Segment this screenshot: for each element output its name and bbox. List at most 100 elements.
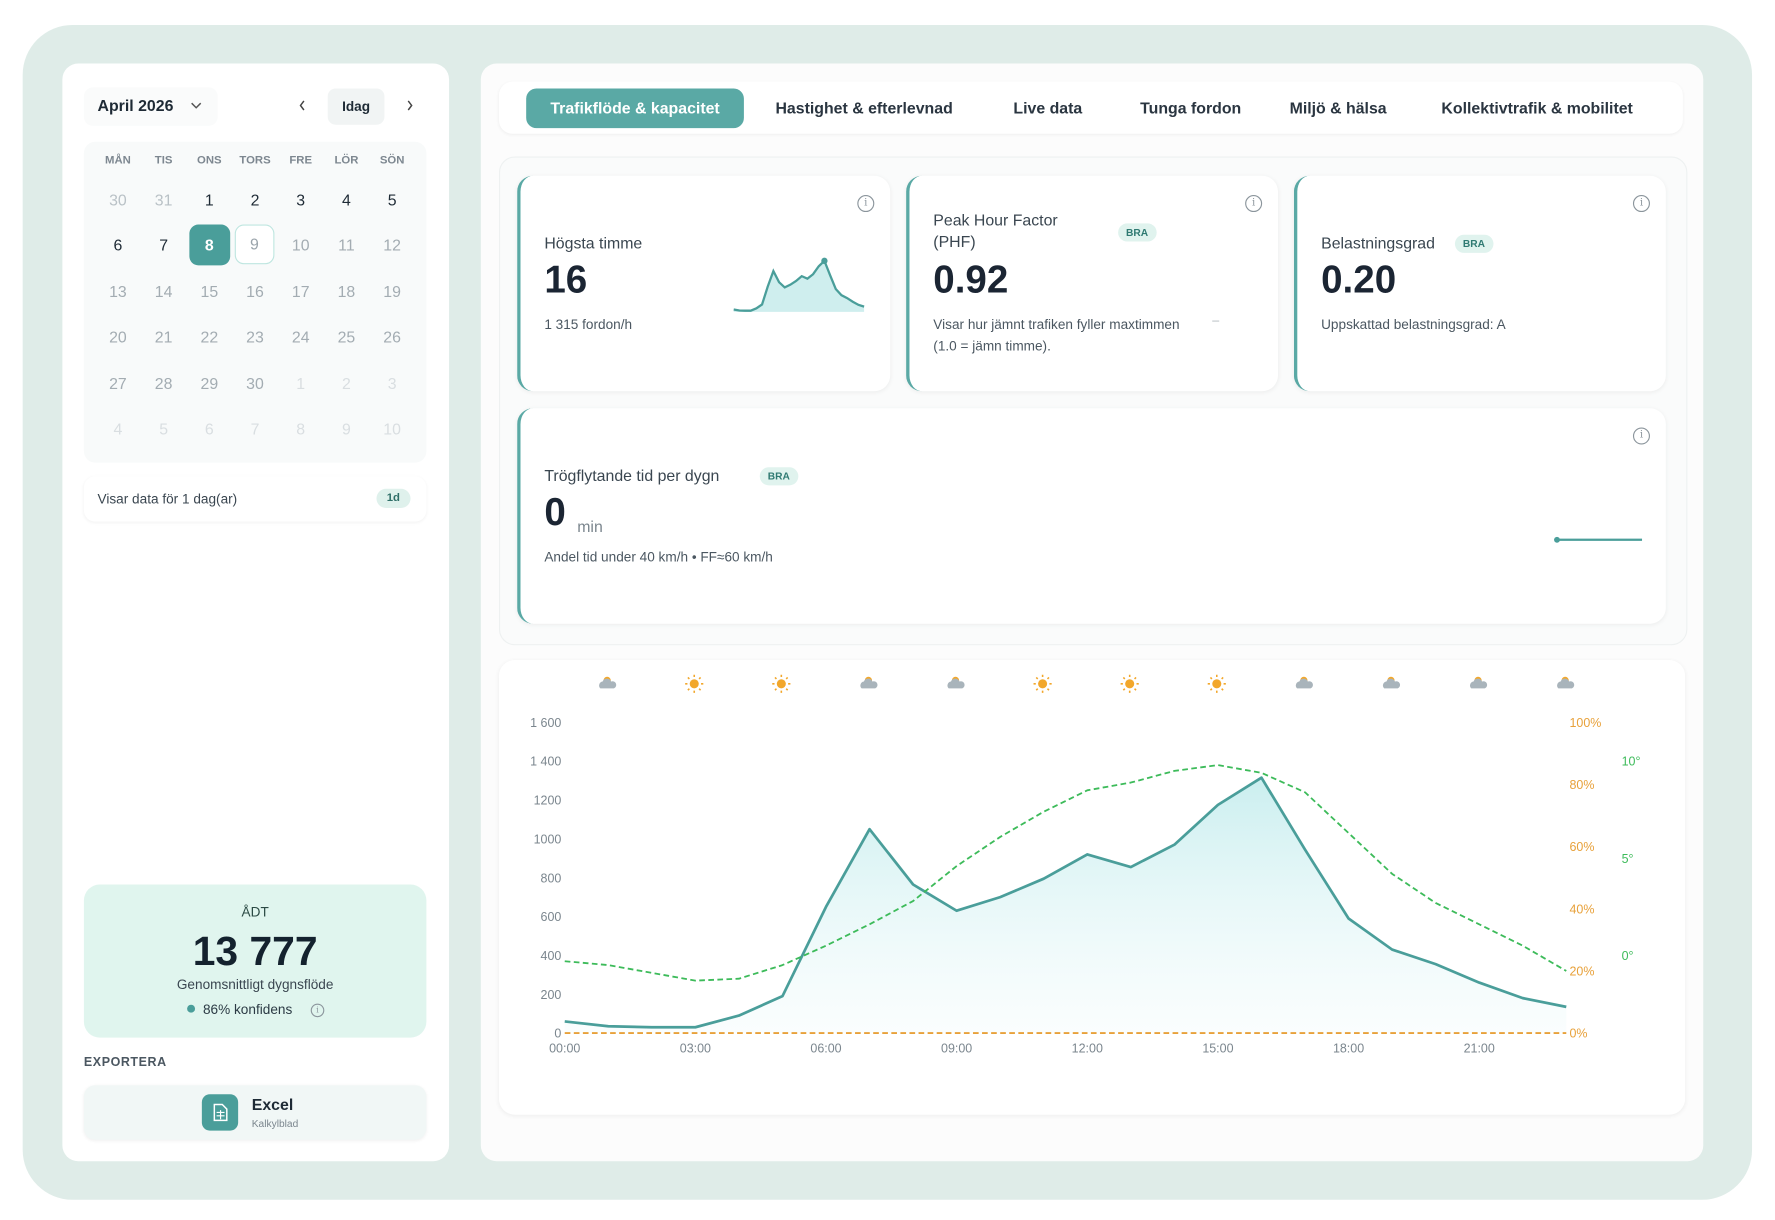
day[interactable]: 2 — [250, 190, 260, 209]
day[interactable]: 30 — [109, 190, 127, 209]
day[interactable]: 10 — [383, 419, 401, 438]
kpi-label: Peak Hour Factor (PHF) — [933, 210, 1058, 251]
prev[interactable] — [298, 100, 307, 111]
chevron — [191, 102, 202, 109]
tab-bar: Trafikflöde & kapacitet Hastighet & efter… — [498, 81, 1683, 134]
day[interactable]: 2 — [342, 373, 351, 392]
tab[interactable]: Miljö & hälsa — [1289, 98, 1387, 117]
badge: BRA — [1454, 234, 1493, 253]
day[interactable]: 25 — [337, 327, 356, 347]
info-icon[interactable]: i — [857, 195, 875, 213]
tab[interactable]: Kollektivtrafik & mobilitet — [1441, 98, 1633, 117]
day[interactable]: 8 — [188, 224, 230, 266]
day[interactable]: 10 — [291, 236, 310, 255]
day[interactable]: 29 — [200, 373, 219, 392]
kpi-sub: Visar hur jämnt trafiken fyller maxtimme… — [933, 316, 1180, 354]
kpi-sub: Andel tid under 40 km/h • FF≈60 km/h — [544, 548, 773, 565]
y3-tick-label: 0° — [1622, 949, 1634, 963]
day[interactable]: 13 — [109, 282, 127, 301]
day[interactable]: 3 — [387, 373, 397, 392]
excel-label: Excel — [251, 1095, 294, 1114]
day[interactable]: 27 — [109, 373, 127, 392]
kpi-card: i Peak Hour Factor (PHF) BRA 0.92 Visar hur … — [906, 175, 1279, 392]
y3-tick-label: 10° — [1622, 755, 1641, 769]
info-icon[interactable]: i — [1245, 195, 1263, 213]
x-tick-label: 09:00 — [941, 1041, 972, 1055]
day[interactable]: 9 — [342, 419, 351, 438]
day[interactable]: 23 — [246, 327, 264, 347]
day[interactable]: 15 — [200, 282, 219, 301]
day[interactable]: 3 — [296, 190, 306, 209]
info-text: Visar data för 1 dag(ar) — [97, 491, 238, 507]
day[interactable]: 31 — [154, 190, 173, 209]
y2-tick-label: 40% — [1569, 902, 1594, 916]
day[interactable]: 5 — [387, 190, 397, 209]
today-button[interactable]: Idag — [327, 88, 385, 125]
sparkline — [733, 257, 865, 312]
y2-tick-label: 0% — [1569, 1027, 1587, 1041]
weather-icon — [1295, 676, 1313, 689]
day[interactable]: 20 — [109, 327, 127, 347]
chart: 0 200 400 600 800 1000 1200 1 400 1 600 0% 20% 40% 6… — [530, 673, 1641, 1055]
day[interactable]: 8 — [296, 419, 306, 438]
day[interactable]: 19 — [383, 282, 401, 301]
sparkline — [1554, 536, 1643, 543]
y2-tick-label: 80% — [1569, 778, 1594, 792]
kpi-label: Trögflytande tid per dygn — [544, 466, 720, 485]
calendar-grid: MÅN TIS ONS TORS FRE LÖR SÖN 30 31 1 2 3 4 5 6 7 8 9 10 11 1… — [83, 141, 427, 463]
weekday: FRE — [289, 154, 313, 167]
weather-icon — [599, 676, 617, 689]
day[interactable]: 6 — [113, 236, 123, 255]
weather-icon — [1557, 676, 1575, 689]
kpi-label: Belastningsgrad — [1321, 233, 1435, 252]
x-tick-label: 12:00 — [1072, 1041, 1103, 1055]
weather-icon — [1032, 673, 1053, 694]
y2-tick-label: 20% — [1569, 964, 1594, 978]
next[interactable] — [405, 100, 414, 111]
month-picker[interactable]: April 2026 — [83, 87, 218, 126]
day[interactable]: 21 — [154, 327, 173, 347]
info-icon[interactable]: i — [310, 1003, 325, 1018]
kpi-value: 0 — [544, 491, 566, 535]
day[interactable]: 7 — [250, 419, 260, 438]
day[interactable]: 30 — [246, 373, 264, 392]
day[interactable]: 6 — [204, 419, 214, 438]
day[interactable]: 11 — [338, 236, 355, 255]
info-icon[interactable]: i — [1632, 195, 1650, 213]
sidebar: April 2026 Idag MÅN TIS ONS TORS FRE LÖR SÖN 30… — [62, 63, 450, 1162]
day[interactable]: 28 — [154, 373, 173, 392]
day[interactable]: 12 — [383, 236, 401, 255]
day[interactable]: 14 — [154, 282, 173, 301]
day[interactable]: 17 — [291, 282, 310, 301]
tab[interactable]: Tunga fordon — [1140, 98, 1242, 117]
day[interactable]: 1 — [296, 373, 306, 392]
day[interactable]: 4 — [113, 419, 123, 438]
day[interactable]: 1 — [204, 190, 214, 209]
day[interactable]: 7 — [159, 236, 169, 255]
badge: BRA — [1118, 223, 1157, 242]
kpi-card: i Trögflytande tid per dygn BRA 0 min Andel t… — [517, 408, 1666, 624]
tab[interactable]: Live data — [1013, 98, 1083, 117]
tab[interactable]: Trafikflöde & kapacitet — [526, 88, 744, 129]
y-tick-label: 1200 — [534, 794, 562, 808]
day[interactable]: 16 — [246, 282, 264, 301]
excel-button[interactable]: Excel Kalkylblad — [83, 1085, 427, 1140]
day[interactable]: 9 — [234, 224, 275, 265]
line — [564, 776, 1567, 1029]
export-heading: EXPORTERA — [83, 1055, 167, 1070]
adt-label: ÅDT — [241, 903, 269, 920]
adt-box: ÅDT 13 777 Genomsnittligt dygnsflöde 86%… — [83, 884, 427, 1038]
day[interactable]: 26 — [383, 327, 401, 347]
kpi-value: 0.92 — [933, 258, 1009, 302]
day[interactable]: 5 — [159, 419, 169, 438]
day[interactable]: 18 — [337, 282, 356, 301]
kpi-value: 0.20 — [1321, 258, 1397, 302]
weekday: SÖN — [379, 154, 405, 167]
tab[interactable]: Hastighet & efterlevnad — [775, 98, 953, 117]
info-icon[interactable]: i — [1632, 427, 1650, 445]
y-tick-label: 1000 — [534, 832, 562, 846]
day[interactable]: 24 — [291, 327, 310, 347]
day[interactable]: 4 — [342, 190, 351, 209]
day[interactable]: 22 — [200, 327, 219, 347]
